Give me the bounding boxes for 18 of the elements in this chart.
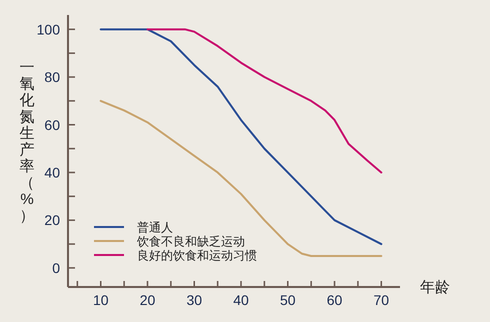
y-tick-label: 100 — [36, 21, 60, 38]
y-tick-label: 60 — [44, 116, 60, 133]
x-tick-label: 20 — [140, 292, 156, 308]
y-tick-label: 80 — [44, 69, 60, 86]
x-tick-label: 70 — [374, 292, 390, 308]
x-tick-label: 40 — [233, 292, 250, 308]
x-tick-label: 10 — [92, 292, 109, 308]
legend-label: 良好的饮食和运动习惯 — [137, 248, 257, 262]
x-tick-label: 60 — [326, 292, 343, 308]
legend-label: 饮食不良和缺乏运动 — [136, 234, 245, 248]
legend-label: 普通人 — [137, 220, 173, 234]
y-tick-label: 40 — [44, 164, 60, 180]
text: 一氧化氮生产率（%） — [20, 58, 34, 224]
x-tick-label: 30 — [186, 292, 202, 308]
x-tick-label: 50 — [280, 292, 296, 308]
y-tick-label: 0 — [52, 260, 60, 276]
x-axis-title: 年龄 — [420, 279, 450, 296]
y-tick-label: 20 — [44, 212, 60, 228]
